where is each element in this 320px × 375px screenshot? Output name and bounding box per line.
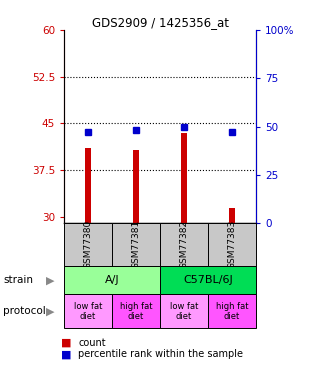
Text: percentile rank within the sample: percentile rank within the sample: [78, 350, 244, 359]
Text: GSM77380: GSM77380: [84, 220, 92, 269]
Bar: [160, 223, 208, 266]
Text: ■: ■: [61, 338, 71, 348]
Bar: [160, 266, 256, 294]
Bar: [85, 148, 91, 223]
Text: high fat
diet: high fat diet: [120, 302, 152, 321]
Text: strain: strain: [3, 275, 33, 285]
Bar: [229, 207, 235, 223]
Bar: [208, 223, 256, 266]
Bar: [112, 294, 160, 328]
Bar: [64, 294, 112, 328]
Text: GSM77382: GSM77382: [180, 220, 188, 269]
Text: protocol: protocol: [3, 306, 46, 316]
Bar: [208, 294, 256, 328]
Text: count: count: [78, 338, 106, 348]
Text: low fat
diet: low fat diet: [170, 302, 198, 321]
Text: high fat
diet: high fat diet: [216, 302, 248, 321]
Bar: [133, 150, 139, 223]
Text: ▶: ▶: [46, 275, 55, 285]
Text: ▶: ▶: [46, 306, 55, 316]
Bar: [181, 133, 187, 223]
Text: C57BL/6J: C57BL/6J: [183, 275, 233, 285]
Text: ■: ■: [61, 350, 71, 359]
Text: low fat
diet: low fat diet: [74, 302, 102, 321]
Bar: [112, 223, 160, 266]
Text: A/J: A/J: [105, 275, 119, 285]
Text: GSM77381: GSM77381: [132, 220, 140, 269]
Text: GSM77383: GSM77383: [228, 220, 236, 269]
Title: GDS2909 / 1425356_at: GDS2909 / 1425356_at: [92, 16, 228, 29]
Bar: [64, 223, 112, 266]
Bar: [160, 294, 208, 328]
Bar: [64, 266, 160, 294]
